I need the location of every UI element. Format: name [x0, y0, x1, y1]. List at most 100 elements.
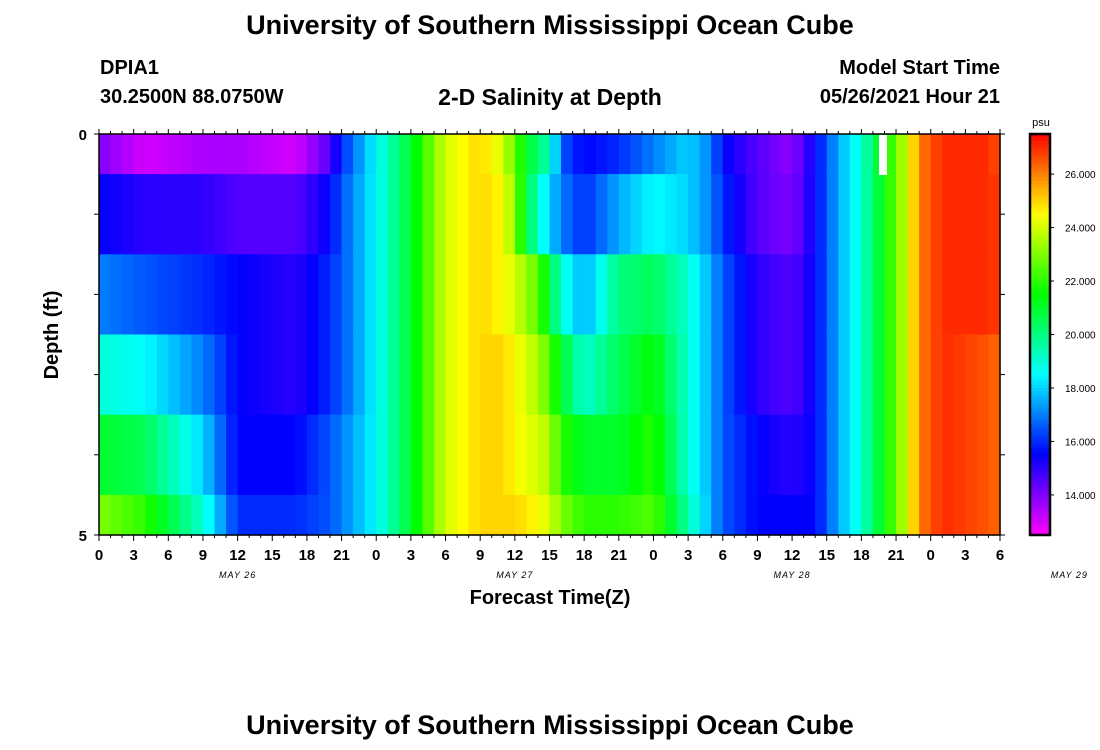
heatmap-cell: [607, 174, 620, 255]
colorbar-segment: [1030, 514, 1050, 519]
colorbar-segment: [1030, 237, 1050, 242]
colorbar-segment: [1030, 307, 1050, 312]
date-label: MAY 26: [219, 570, 256, 580]
heatmap-cell: [353, 494, 366, 536]
heatmap-cell: [849, 174, 862, 255]
footer-title: University of Southern Mississippi Ocean…: [246, 710, 854, 740]
colorbar-segment: [1030, 441, 1050, 446]
colorbar-segment: [1030, 274, 1050, 279]
heatmap-cell: [226, 334, 239, 416]
heatmap-cell: [838, 254, 851, 336]
heatmap-cell: [295, 254, 308, 336]
heatmap-cell: [561, 174, 574, 255]
colorbar-segment: [1030, 511, 1050, 516]
heatmap-cell: [942, 254, 955, 336]
heatmap-cell: [988, 254, 1001, 336]
x-axis: 0 3 6 9 12 15 18 21 0 3 6 9 12 15 18 21 0 3 6 9 12 15 18 21 0 3 6: [95, 129, 1004, 564]
colorbar-segment: [1030, 154, 1050, 158]
heatmap-cell: [584, 494, 597, 536]
colorbar-segment: [1030, 304, 1050, 309]
colorbar-segment: [1030, 317, 1050, 322]
heatmap-cell: [537, 414, 551, 496]
heatmap-cell: [537, 494, 551, 536]
heatmap-cell: [410, 134, 424, 175]
heatmap-cell: [156, 174, 169, 255]
colorbar-segment: [1030, 458, 1050, 463]
heatmap-cell: [653, 494, 666, 536]
heatmap-cell: [745, 174, 759, 255]
heatmap-cell: [641, 334, 655, 416]
colorbar-segment: [1030, 464, 1050, 469]
heatmap-cell: [445, 494, 458, 536]
heatmap-cell: [179, 254, 193, 336]
heatmap-cell: [249, 174, 262, 255]
heatmap-cell: [757, 414, 770, 496]
heatmap-cell: [780, 494, 793, 536]
heatmap-cell: [433, 334, 447, 416]
heatmap-cell: [145, 494, 158, 536]
colorbar-segment: [1030, 271, 1050, 275]
heatmap-cell: [630, 134, 643, 175]
heatmap-cell: [422, 134, 435, 175]
heatmap-cell: [630, 174, 643, 255]
heatmap-cell: [295, 414, 308, 496]
heatmap-cell: [607, 494, 620, 536]
heatmap-cell: [468, 494, 481, 536]
heatmap-cell: [457, 414, 470, 496]
heatmap-cell: [676, 134, 689, 175]
heatmap-cell: [896, 494, 909, 536]
heatmap-cell: [480, 134, 493, 175]
heatmap-cell: [330, 134, 343, 175]
heatmap-cell: [838, 334, 851, 416]
heatmap-cell: [468, 414, 481, 496]
heatmap-cell: [780, 254, 793, 336]
heatmap-cell: [688, 174, 701, 255]
heatmap-cell: [595, 494, 608, 536]
heatmap-cell: [387, 414, 400, 496]
heatmap-cell: [618, 414, 631, 496]
heatmap-cell: [214, 334, 227, 416]
heatmap-cell: [399, 494, 412, 536]
heatmap-cell: [676, 494, 689, 536]
heatmap-cell: [653, 414, 666, 496]
heatmap-cell: [226, 254, 239, 336]
colorbar-segment: [1030, 281, 1050, 285]
colorbar-tick-label: 16.000: [1065, 437, 1096, 448]
heatmap-cell: [745, 134, 759, 175]
heatmap-cell: [283, 254, 296, 336]
colorbar-segment: [1030, 167, 1050, 172]
heatmap-cell: [537, 174, 551, 255]
heatmap-cell: [919, 334, 932, 416]
heatmap-cell: [826, 334, 839, 416]
heatmap-cell: [249, 414, 262, 496]
colorbar-segment: [1030, 287, 1050, 292]
heatmap-cell: [792, 494, 805, 536]
colorbar-segment: [1030, 267, 1050, 272]
heatmap-cell: [838, 414, 851, 496]
station-coords: 30.2500N 88.0750W: [100, 86, 284, 108]
heatmap-cell: [953, 174, 966, 255]
heatmap-cell: [641, 134, 655, 175]
heatmap-cell: [179, 174, 193, 255]
heatmap-cell: [110, 174, 123, 255]
heatmap-cell: [549, 174, 562, 255]
heatmap-cell: [387, 494, 400, 536]
heatmap-cell: [734, 174, 747, 255]
heatmap-cell: [433, 254, 447, 336]
heatmap-cell: [953, 414, 966, 496]
heatmap-cell: [364, 414, 377, 496]
x-tick-label: 0: [372, 547, 380, 564]
heatmap-cell: [711, 334, 724, 416]
colorbar-segment: [1030, 331, 1050, 336]
heatmap-cell: [99, 134, 112, 175]
heatmap-cell: [99, 334, 112, 416]
heatmap-cell: [364, 134, 377, 175]
colorbar-segment: [1030, 264, 1050, 269]
heatmap-cell: [618, 174, 631, 255]
heatmap-cell: [826, 134, 839, 175]
colorbar-segment: [1030, 361, 1050, 366]
heatmap-cell: [122, 414, 135, 496]
colorbar-segment: [1030, 394, 1050, 399]
heatmap-cell: [526, 334, 539, 416]
colorbar-segment: [1030, 260, 1050, 265]
